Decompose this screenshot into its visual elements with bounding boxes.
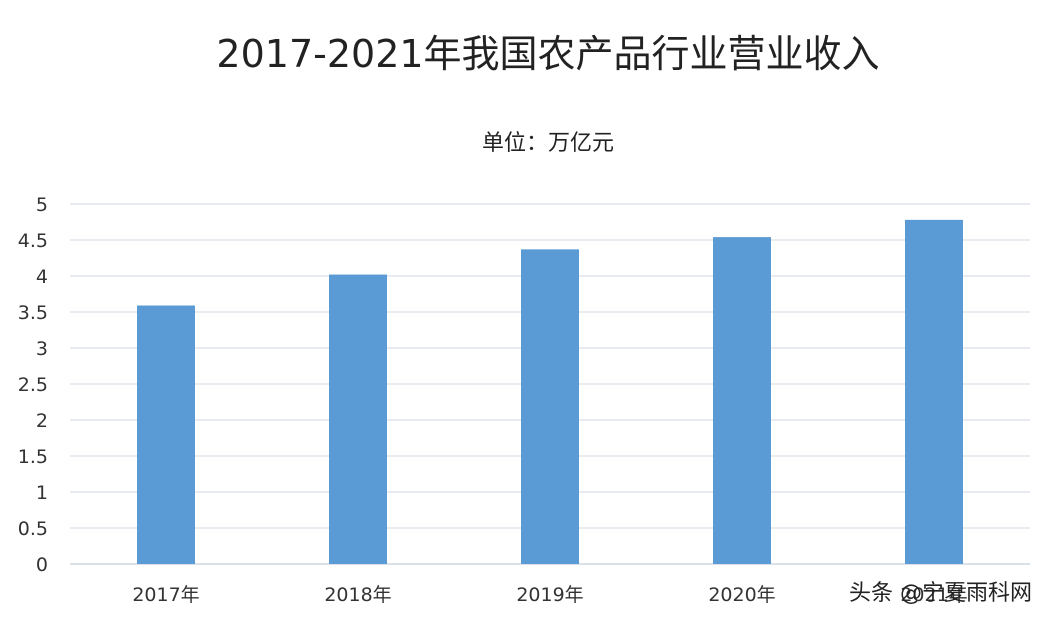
bar xyxy=(137,305,195,564)
y-tick-label: 1.5 xyxy=(18,446,48,468)
chart-title: 2017-2021年我国农产品行业营业收入 xyxy=(216,32,879,76)
chart-subtitle: 单位：万亿元 xyxy=(482,131,614,156)
x-tick-label: 2019年 xyxy=(516,584,583,606)
x-tick-label: 2018年 xyxy=(324,584,391,606)
y-tick-label: 3.5 xyxy=(18,302,48,324)
y-tick-label: 1 xyxy=(36,482,48,504)
y-tick-label: 3 xyxy=(36,338,48,360)
y-tick-label: 4.5 xyxy=(18,230,48,252)
bar xyxy=(713,237,771,564)
bar xyxy=(905,219,963,564)
y-tick-label: 5 xyxy=(36,194,48,216)
y-tick-label: 0.5 xyxy=(18,518,48,540)
x-tick-label: 2021年 xyxy=(900,584,967,606)
watermark-text: 头条 @宁夏雨科网 xyxy=(849,581,1032,606)
x-tick-label: 2020年 xyxy=(708,584,775,606)
x-axis-ticks: 2017年 2018年 2019年 2020年 2021年 xyxy=(132,584,967,606)
bar xyxy=(521,249,579,565)
bar xyxy=(329,274,387,564)
y-tick-label: 4 xyxy=(36,266,48,288)
bars xyxy=(137,219,963,565)
x-tick-label: 2017年 xyxy=(132,584,199,606)
y-axis-ticks: 0 0.5 1 1.5 2 2.5 3 3.5 4 4.5 5 xyxy=(18,194,48,576)
y-tick-label: 2 xyxy=(36,410,48,432)
y-tick-label: 2.5 xyxy=(18,374,48,396)
y-tick-label: 0 xyxy=(36,554,48,576)
